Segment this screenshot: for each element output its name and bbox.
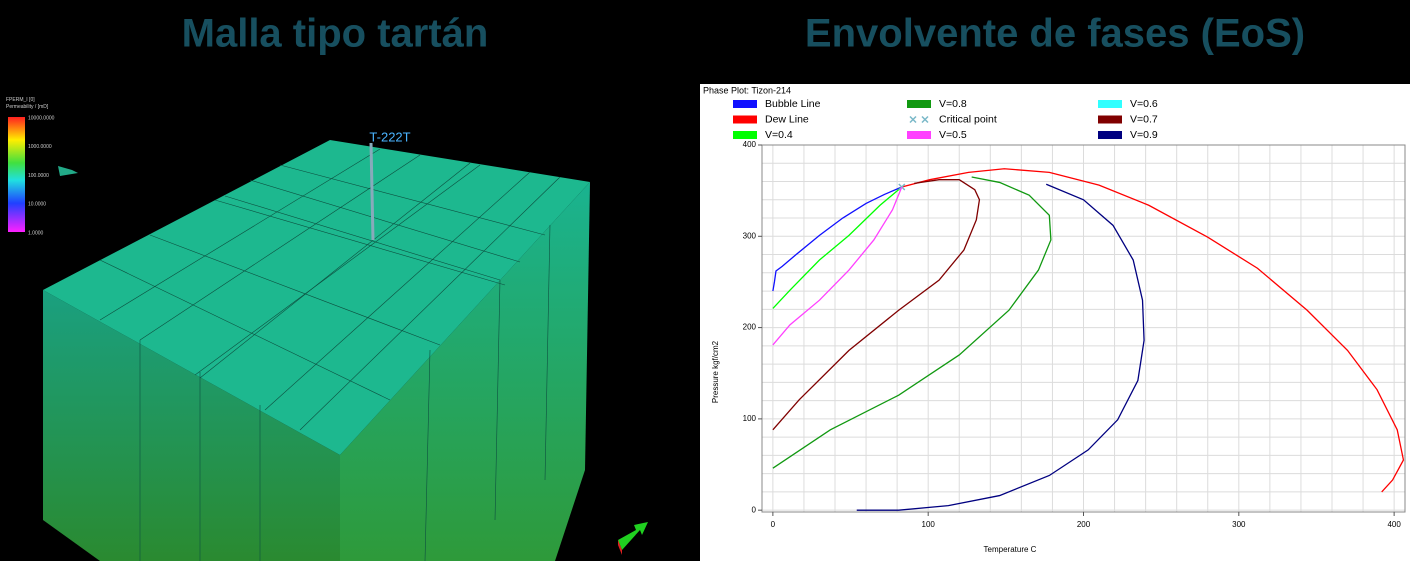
y-tick-label: 0 <box>752 505 757 514</box>
y-tick-label: 200 <box>743 323 757 332</box>
legend-swatch <box>1098 131 1122 139</box>
chart: Phase Plot: Tizon-214 Temperature C Pres… <box>703 85 1406 554</box>
grid-lines <box>99 148 561 561</box>
legend-label: V=0.9 <box>1130 129 1158 141</box>
y-tick-label: 100 <box>743 414 757 423</box>
legend-swatch <box>733 115 757 124</box>
chart-panel <box>700 84 1410 561</box>
colorbar-label: 100.0000 <box>28 173 49 179</box>
x-axis-label: Temperature C <box>984 545 1037 554</box>
colorbar-label: 1000.0000 <box>28 144 52 150</box>
grid-face <box>43 140 590 455</box>
series-line <box>772 186 903 309</box>
series-line <box>772 176 1052 469</box>
well-label: T-222T <box>369 129 410 144</box>
legend-swatch <box>907 131 931 139</box>
x-tick-label: 100 <box>922 520 936 529</box>
series-line <box>772 179 981 431</box>
legend-swatch <box>907 100 931 108</box>
colorbar-label: 10.0000 <box>28 202 46 208</box>
legend-swatch <box>1098 100 1122 108</box>
colorbar <box>8 117 25 232</box>
colorbar-labels: 10000.0000 1000.0000 100.0000 10.0000 1.0000 <box>28 115 55 236</box>
slide-title: Envolvente de fases (EoS) <box>805 12 1305 56</box>
legend-swatch <box>733 131 757 139</box>
series-line <box>772 186 903 292</box>
legend-label: Dew Line <box>765 113 809 125</box>
legend-label: V=0.6 <box>1130 98 1158 110</box>
property-name: FPERM_I [0] <box>6 97 35 103</box>
legend-label: V=0.4 <box>765 129 793 141</box>
legend-swatch <box>733 100 757 108</box>
orientation-arrow <box>618 522 648 555</box>
legend-label: V=0.7 <box>1130 113 1158 125</box>
x-tick-label: 400 <box>1387 520 1401 529</box>
series-line <box>772 186 903 346</box>
x-tick-label: 0 <box>771 520 776 529</box>
critical-point <box>898 183 906 191</box>
grid-face <box>43 290 340 561</box>
legend-marker <box>921 115 929 124</box>
x-tick-label: 200 <box>1077 520 1091 529</box>
chart-title: Phase Plot: Tizon-214 <box>703 85 791 95</box>
well-trajectory <box>369 142 375 241</box>
x-tick-label: 300 <box>1232 520 1246 529</box>
y-tick-label: 400 <box>743 140 757 149</box>
colorbar-label: 1.0000 <box>28 230 44 236</box>
y-axis-label: Pressure kgf/cm2 <box>711 340 720 403</box>
legend-label: Bubble Line <box>765 98 821 110</box>
grid-face <box>340 182 590 561</box>
colorbar-label: 10000.0000 <box>28 115 55 121</box>
legend-label: Critical point <box>939 113 997 125</box>
series-line <box>901 168 1405 493</box>
legend-swatch <box>1098 115 1122 124</box>
property-unit: Permeability / [mD] <box>6 104 49 110</box>
grid-model-view: T-222T FPERM_I [0] Permeability / [mD] 1… <box>6 97 648 561</box>
legend-marker <box>909 115 917 124</box>
histogram-icon <box>58 166 78 176</box>
slide-title: Malla tipo tartán <box>182 12 489 56</box>
legend-label: V=0.8 <box>939 98 967 110</box>
legend-label: V=0.5 <box>939 129 967 141</box>
series-line <box>856 183 1145 511</box>
y-tick-label: 300 <box>743 231 757 240</box>
